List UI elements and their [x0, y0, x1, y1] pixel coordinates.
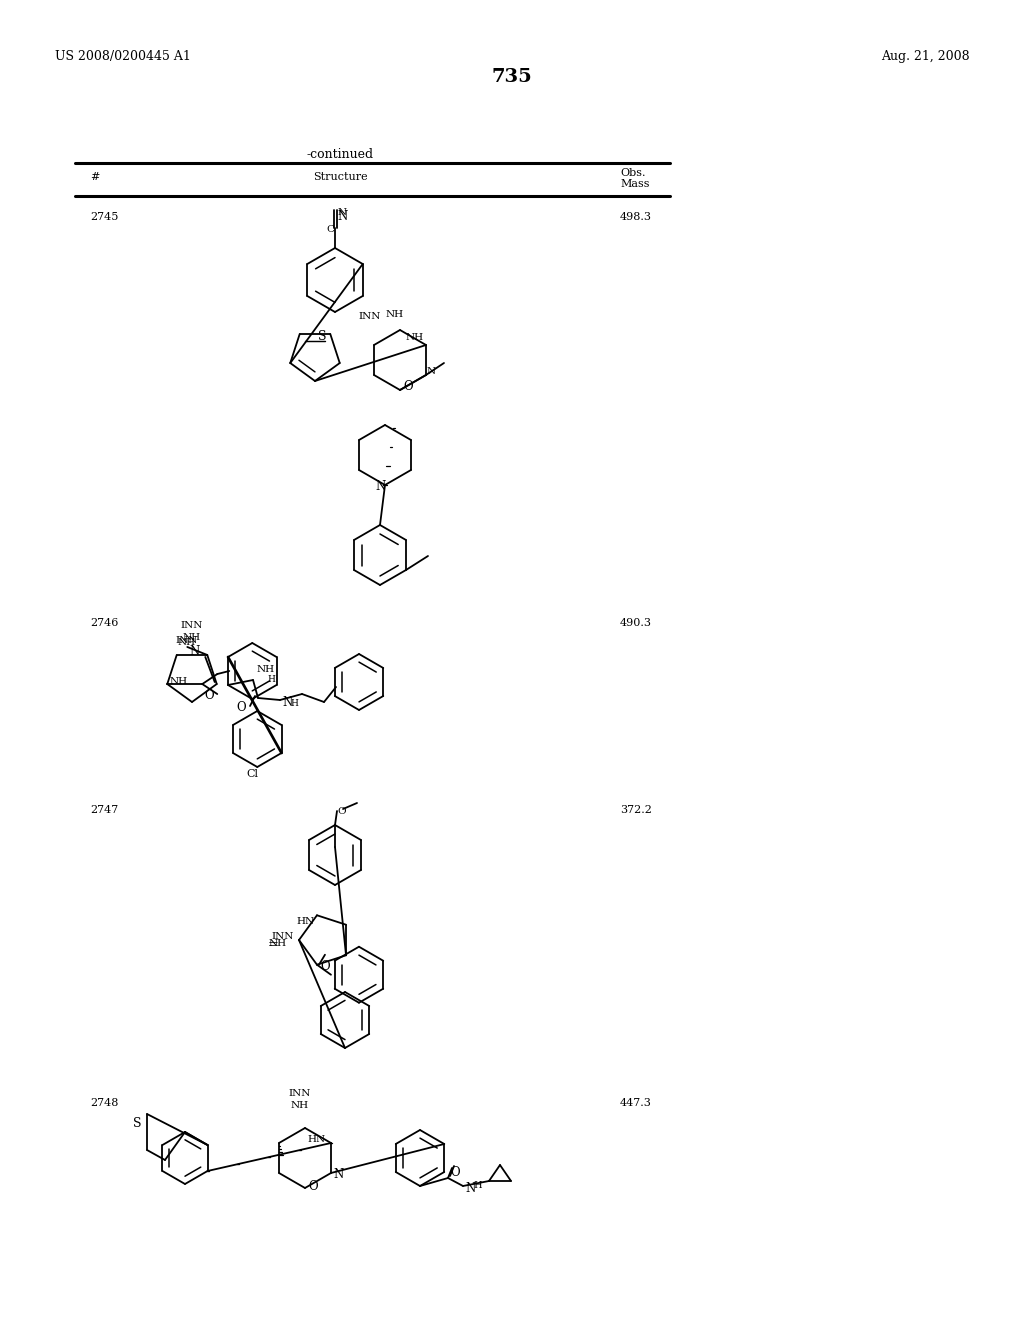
- Text: NH: NH: [169, 677, 187, 685]
- Text: HN: HN: [308, 1135, 326, 1144]
- Text: S: S: [133, 1117, 142, 1130]
- Text: N: N: [427, 367, 436, 376]
- Text: H: H: [473, 1181, 481, 1191]
- Text: H: H: [267, 676, 274, 685]
- Text: INN: INN: [358, 312, 381, 321]
- Text: Mass: Mass: [620, 180, 649, 189]
- Text: NH: NH: [386, 310, 404, 319]
- Text: 372.2: 372.2: [620, 805, 652, 814]
- Text: #: #: [90, 172, 99, 182]
- Text: C: C: [326, 224, 334, 234]
- Text: INN: INN: [271, 932, 294, 941]
- Text: =: =: [268, 939, 279, 952]
- Text: Aug. 21, 2008: Aug. 21, 2008: [882, 50, 970, 63]
- Text: 2747: 2747: [90, 805, 118, 814]
- Text: N: N: [376, 480, 386, 492]
- Text: 2748: 2748: [90, 1098, 119, 1107]
- Text: HN: HN: [297, 917, 315, 927]
- Text: O: O: [337, 807, 346, 816]
- Text: 447.3: 447.3: [620, 1098, 652, 1107]
- Text: N: N: [465, 1181, 475, 1195]
- Text: O: O: [237, 701, 246, 714]
- Text: 498.3: 498.3: [620, 213, 652, 222]
- Text: N: N: [337, 210, 347, 223]
- Text: O: O: [204, 689, 214, 702]
- Text: INN: INN: [176, 636, 199, 645]
- Text: O: O: [319, 960, 330, 973]
- Text: Structure: Structure: [312, 172, 368, 182]
- Text: S: S: [317, 330, 327, 343]
- Text: O: O: [403, 380, 413, 393]
- Text: NH: NH: [256, 665, 274, 675]
- Text: -continued: -continued: [306, 148, 374, 161]
- Text: NH: NH: [178, 638, 196, 647]
- Text: N: N: [282, 696, 292, 709]
- Text: INN: INN: [181, 620, 203, 630]
- Text: 735: 735: [492, 69, 532, 86]
- Text: INN: INN: [289, 1089, 311, 1098]
- Text: NH: NH: [291, 1101, 309, 1110]
- Text: NH: NH: [183, 634, 201, 642]
- Text: N: N: [333, 1168, 343, 1181]
- Text: N: N: [189, 645, 200, 659]
- Text: H: H: [290, 700, 298, 708]
- Text: NH: NH: [269, 939, 287, 948]
- Text: 2745: 2745: [90, 213, 119, 222]
- Text: Cl: Cl: [247, 770, 258, 779]
- Text: N: N: [338, 209, 347, 216]
- Text: 490.3: 490.3: [620, 618, 652, 628]
- Text: Obs.: Obs.: [620, 168, 645, 178]
- Text: 2746: 2746: [90, 618, 119, 628]
- Text: O: O: [308, 1180, 317, 1192]
- Text: US 2008/0200445 A1: US 2008/0200445 A1: [55, 50, 190, 63]
- Text: O: O: [450, 1166, 460, 1179]
- Text: NH: NH: [406, 333, 424, 342]
